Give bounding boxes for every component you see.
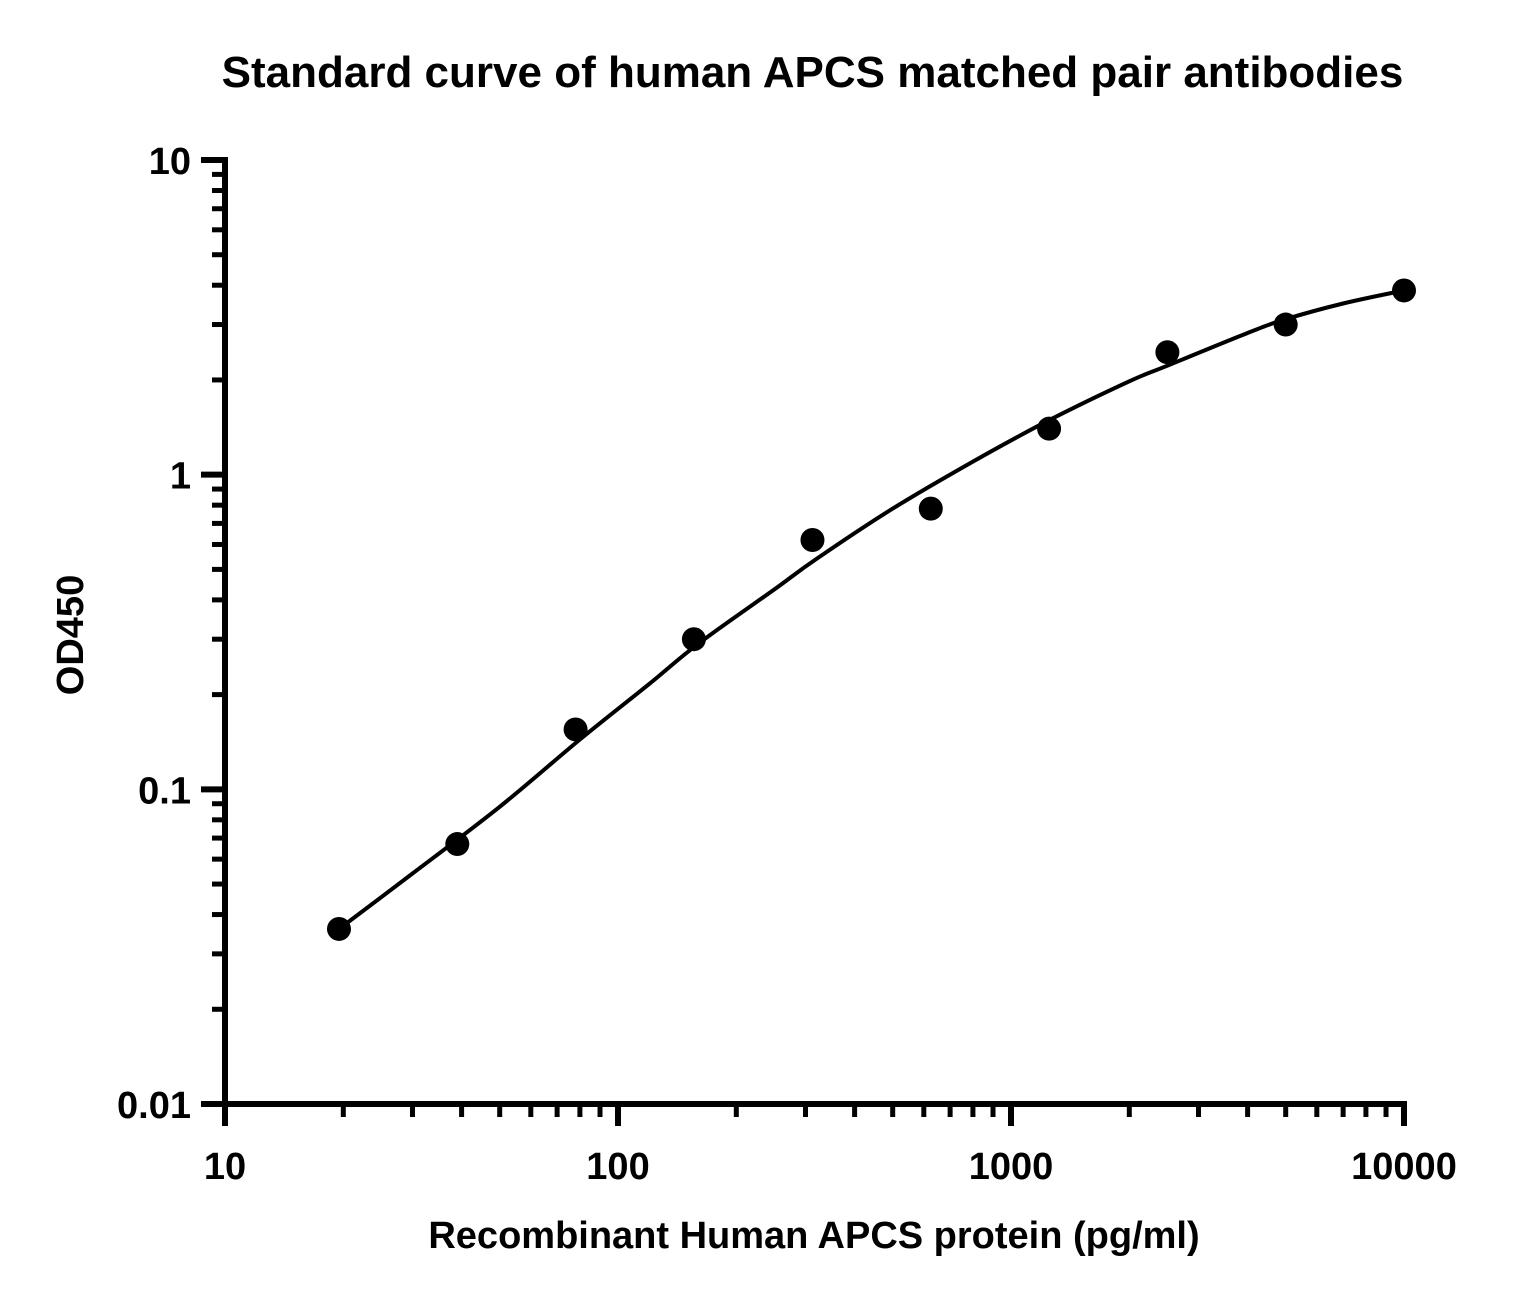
data-point xyxy=(326,916,351,941)
x-axis-title: Recombinant Human APCS protein (pg/ml) xyxy=(428,1215,1199,1257)
data-point xyxy=(445,832,470,857)
data-point xyxy=(1037,416,1062,441)
y-tick-label: 1 xyxy=(170,456,191,498)
data-point xyxy=(563,717,588,742)
data-point xyxy=(1273,312,1298,337)
data-point xyxy=(1155,340,1180,365)
data-point xyxy=(918,496,943,521)
major-ticks xyxy=(201,157,1407,1126)
y-tick-label: 10 xyxy=(149,141,191,183)
x-tick-label: 10000 xyxy=(1351,1146,1457,1188)
y-tick-label: 0.01 xyxy=(117,1085,191,1127)
y-axis-title: OD450 xyxy=(50,575,92,695)
tick-labels: 10 100 1000 10000 0.01 0.1 1 10 xyxy=(117,141,1457,1188)
data-points xyxy=(326,278,1416,941)
data-point xyxy=(1392,278,1416,303)
x-tick-label: 1000 xyxy=(969,1146,1054,1188)
fit-curve xyxy=(337,288,1405,931)
data-point xyxy=(681,627,706,652)
data-point xyxy=(800,527,825,552)
x-tick-label: 100 xyxy=(586,1146,649,1188)
minor-ticks xyxy=(212,171,1389,1117)
chart-title: Standard curve of human APCS matched pai… xyxy=(221,48,1404,97)
x-tick-label: 10 xyxy=(204,1146,246,1188)
y-tick-label: 0.1 xyxy=(138,770,191,812)
